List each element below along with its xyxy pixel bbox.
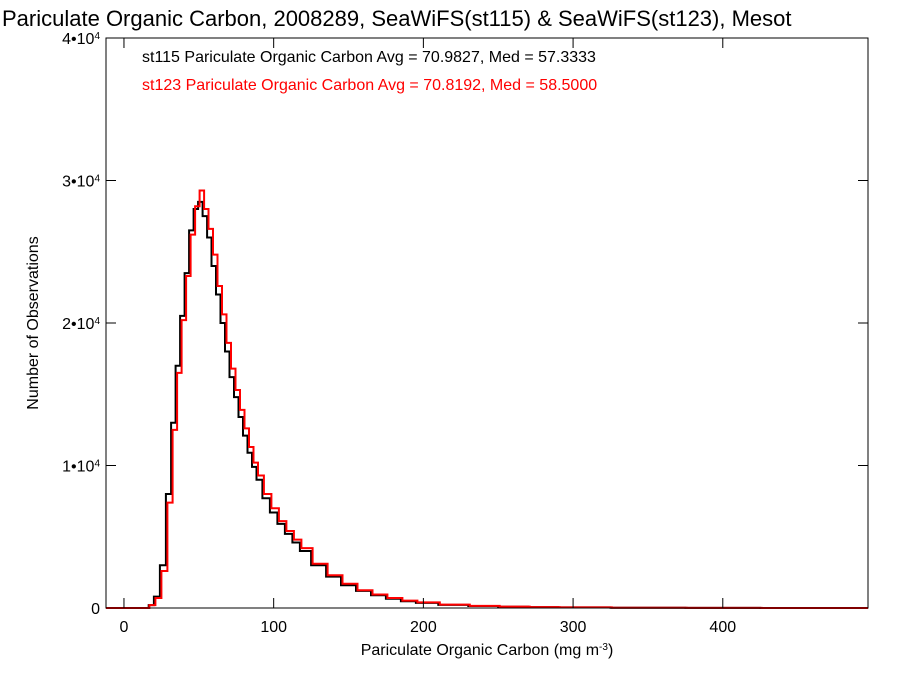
x-tick-label: 400: [709, 619, 736, 636]
y-axis-label: Number of Observations: [25, 236, 42, 409]
x-axis-label-base: Pariculate Organic Carbon (mg m: [361, 642, 599, 659]
y-tick-label: 1•104: [62, 458, 100, 476]
series-st123-line: [106, 189, 868, 609]
series-st123-annotation: st123 Pariculate Organic Carbon Avg = 70…: [142, 77, 597, 94]
y-tick-label: 3•104: [62, 173, 100, 191]
x-tick-label: 300: [560, 619, 587, 636]
y-tick-label: 2•104: [62, 316, 100, 334]
x-tick-label: 200: [410, 619, 437, 636]
x-axis-label: Pariculate Organic Carbon (mg m-3): [361, 642, 614, 660]
series-layer: [106, 189, 868, 609]
y-axis-ticks: 0 1•104 2•104 3•104 4•104: [62, 31, 868, 618]
series-st115-line: [106, 200, 868, 609]
x-axis-label-close: ): [608, 642, 613, 659]
x-tick-label: 100: [260, 619, 287, 636]
y-tick-label: 4•104: [62, 31, 100, 49]
x-axis-ticks: 0 100 200 300 400: [120, 38, 736, 636]
x-tick-label: 0: [120, 619, 129, 636]
y-tick-label: 0: [91, 601, 100, 618]
x-axis-label-sup: -3: [599, 642, 608, 653]
series-st115-annotation: st115 Pariculate Organic Carbon Avg = 70…: [142, 49, 596, 66]
plot-area: 0 100 200 300 400 0 1•104 2•104 3•104 4•104: [62, 31, 869, 636]
chart-title: Pariculate Organic Carbon, 2008289, SeaW…: [2, 6, 792, 31]
